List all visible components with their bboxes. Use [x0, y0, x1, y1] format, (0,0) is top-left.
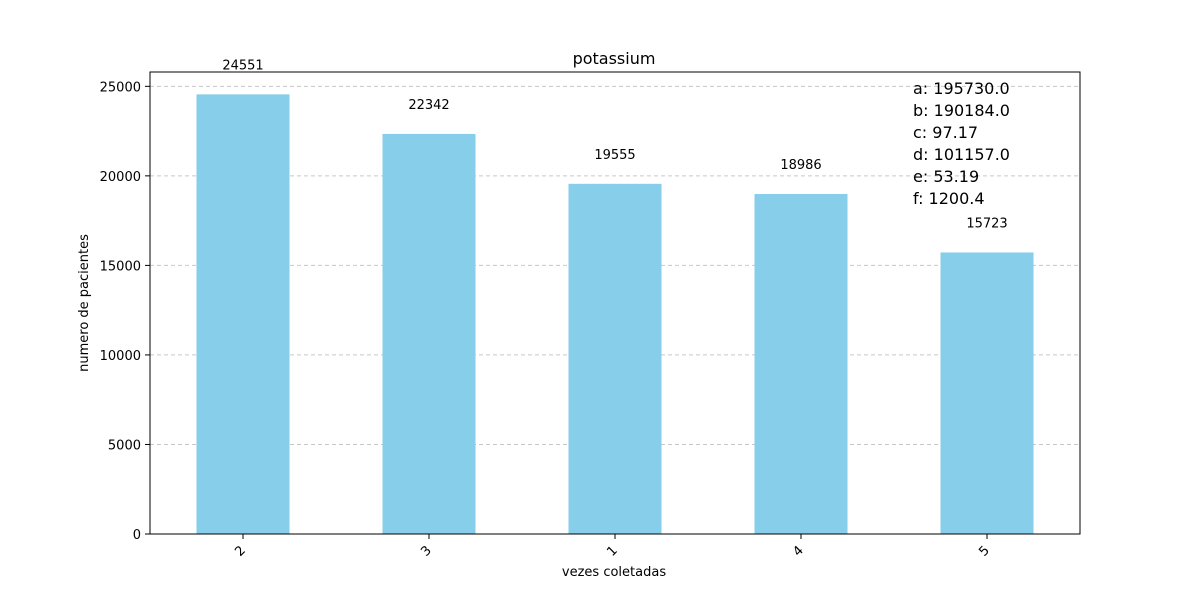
y-tick-label: 25000 — [100, 80, 141, 95]
x-tick-label: 5 — [976, 543, 992, 559]
x-tick-label: 2 — [232, 543, 248, 559]
stat-line: f: 1200.4 — [913, 189, 985, 208]
bars — [196, 94, 1034, 535]
plot-frame — [149, 71, 1081, 535]
stat-line: c: 97.17 — [913, 123, 978, 142]
stat-line: b: 190184.0 — [913, 101, 1010, 120]
y-tick-label: 0 — [133, 528, 141, 543]
stat-line: e: 53.19 — [913, 167, 979, 186]
bar — [196, 94, 290, 534]
x-axis-label: vezes coletadas — [562, 565, 666, 580]
y-tick-label: 20000 — [100, 170, 141, 185]
bar — [382, 133, 476, 534]
bar — [568, 183, 662, 534]
y-axis-ticks: 0 5000 10000 15000 20000 25000 — [100, 80, 150, 543]
y-tick-label: 15000 — [100, 259, 141, 274]
x-tick-label: 1 — [604, 543, 620, 559]
bar-value-label: 18986 — [780, 158, 821, 173]
data-labels: 24551 22342 19555 18986 15723 — [222, 58, 1007, 231]
stat-line: a: 195730.0 — [913, 79, 1010, 98]
stats-annotation: a: 195730.0 b: 190184.0 c: 97.17 d: 101157.… — [913, 79, 1010, 208]
bar — [754, 194, 848, 535]
bar-value-label: 24551 — [222, 58, 263, 73]
bar-value-label: 19555 — [594, 148, 635, 163]
bar-value-label: 15723 — [966, 216, 1007, 231]
chart-title: potassium — [573, 49, 656, 68]
bar-value-label: 22342 — [408, 98, 449, 113]
y-tick-label: 5000 — [108, 438, 141, 453]
y-tick-label: 10000 — [100, 349, 141, 364]
x-axis-ticks: 2 3 1 4 5 — [232, 534, 993, 560]
bar — [940, 252, 1034, 534]
x-tick-label: 4 — [790, 543, 806, 559]
y-axis-label: numero de pacientes — [77, 234, 92, 372]
stat-line: d: 101157.0 — [913, 145, 1010, 164]
x-tick-label: 3 — [418, 543, 434, 559]
